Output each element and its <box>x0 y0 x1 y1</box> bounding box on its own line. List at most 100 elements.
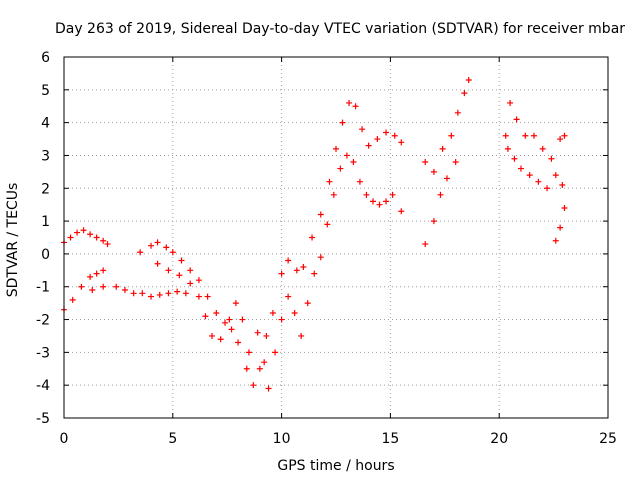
data-point <box>311 270 318 277</box>
data-point <box>422 241 429 248</box>
y-tick-label: -1 <box>36 280 50 296</box>
data-point <box>430 218 437 225</box>
data-point <box>291 309 298 316</box>
data-point <box>365 142 372 149</box>
data-point <box>422 159 429 166</box>
data-point <box>454 109 461 116</box>
y-tick-label: 1 <box>41 214 50 230</box>
data-point <box>250 382 257 389</box>
data-point <box>561 204 568 211</box>
data-point <box>317 254 324 261</box>
data-point <box>265 385 272 392</box>
data-point <box>93 270 100 277</box>
data-point <box>176 272 183 279</box>
data-point <box>337 165 344 172</box>
data-point <box>187 280 194 287</box>
data-point <box>300 264 307 271</box>
data-point <box>165 267 172 274</box>
data-points <box>61 76 568 392</box>
data-point <box>137 249 144 256</box>
y-tick-label: 5 <box>41 83 50 99</box>
data-point <box>346 99 353 106</box>
grid-lines <box>64 57 608 418</box>
data-point <box>517 165 524 172</box>
data-point <box>333 145 339 152</box>
data-point <box>539 145 546 152</box>
data-point <box>548 155 555 162</box>
data-point <box>78 283 85 290</box>
data-point <box>195 277 202 284</box>
data-point <box>254 329 261 336</box>
data-point <box>352 103 359 110</box>
data-point <box>239 316 246 323</box>
data-point <box>261 359 268 366</box>
x-tick-label: 10 <box>273 431 291 447</box>
data-point <box>195 293 202 300</box>
x-tick-label: 15 <box>381 431 399 447</box>
data-point <box>139 290 146 297</box>
y-tick-label: 2 <box>41 181 50 197</box>
data-point <box>557 136 564 143</box>
data-point <box>526 172 533 179</box>
data-point <box>439 145 446 152</box>
data-point <box>350 159 357 166</box>
data-point <box>557 224 564 231</box>
data-point <box>317 211 324 218</box>
data-point <box>552 237 559 244</box>
data-point <box>561 132 568 139</box>
x-tick-label: 5 <box>168 431 177 447</box>
data-point <box>148 293 155 300</box>
data-point <box>67 234 74 241</box>
data-point <box>359 126 366 133</box>
y-tick-label: 0 <box>41 247 50 263</box>
data-point <box>437 191 444 198</box>
data-point <box>74 229 81 236</box>
data-point <box>245 349 252 356</box>
data-point <box>535 178 542 185</box>
data-point <box>178 257 185 264</box>
data-point <box>559 181 566 188</box>
data-point <box>285 257 292 264</box>
y-tick-label: -4 <box>36 378 50 394</box>
data-point <box>511 155 518 162</box>
data-point <box>130 290 137 297</box>
data-point <box>298 332 305 339</box>
data-point <box>513 116 520 123</box>
data-point <box>293 267 300 274</box>
data-point <box>339 119 346 126</box>
data-point <box>208 332 215 339</box>
data-point <box>182 290 189 297</box>
data-point <box>104 241 111 248</box>
data-point <box>326 178 333 185</box>
data-point <box>285 293 292 300</box>
data-point <box>235 339 242 346</box>
data-point <box>383 129 390 136</box>
data-point <box>309 234 316 241</box>
data-point <box>154 260 161 267</box>
data-point <box>80 227 87 234</box>
data-point <box>232 300 239 307</box>
data-point <box>452 159 459 166</box>
data-point <box>448 132 455 139</box>
data-point <box>163 244 170 251</box>
data-point <box>121 287 128 294</box>
data-point <box>154 239 161 246</box>
x-tick-label: 0 <box>60 431 69 447</box>
y-tick-label: -3 <box>36 345 50 361</box>
data-point <box>544 185 551 192</box>
data-point <box>69 296 76 303</box>
data-point <box>263 332 270 339</box>
data-point <box>202 313 209 320</box>
data-point <box>156 291 163 298</box>
chart-title: Day 263 of 2019, Sidereal Day-to-day VTE… <box>55 21 625 37</box>
data-point <box>93 234 100 241</box>
data-point <box>304 300 311 307</box>
data-point <box>228 326 235 333</box>
data-point <box>278 316 285 323</box>
data-point <box>531 132 538 139</box>
x-tick-label: 25 <box>599 431 617 447</box>
data-point <box>374 136 381 143</box>
data-point <box>204 293 211 300</box>
data-point <box>87 273 94 280</box>
